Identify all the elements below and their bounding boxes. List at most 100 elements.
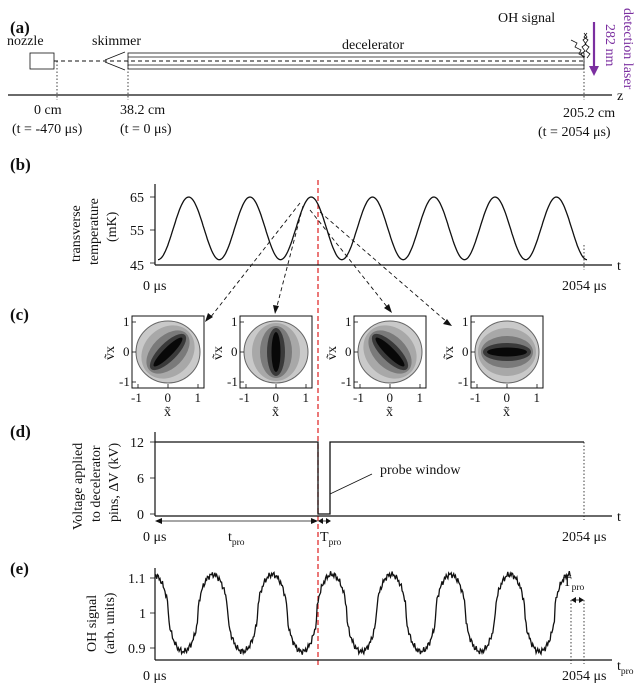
- panel-b-ylabel-line1: transverse: [69, 205, 84, 262]
- panel-d-ylabel-line1: Voltage applied: [71, 443, 86, 530]
- phase-space-xtick-label: 1: [417, 390, 424, 405]
- panel-label-d: (d): [10, 422, 31, 441]
- panel-b-ytick-label-65: 65: [130, 191, 144, 206]
- detection-laser-arrowhead: [589, 66, 599, 76]
- panel-d-ytick-label-12: 12: [130, 436, 144, 451]
- arrowhead-4: [443, 319, 452, 326]
- phase-space-ytick-label: 1: [231, 314, 238, 329]
- t-pro-arrowhead-left: [155, 518, 162, 524]
- panel-e-x-axis-label: tpro: [617, 659, 634, 677]
- panel-d-x-axis-label: t: [617, 510, 621, 525]
- phase-space-ytick-label: -1: [119, 374, 130, 389]
- panel-b-ytick-label-55: 55: [130, 224, 144, 239]
- phase-space-xtick-label: 1: [195, 390, 202, 405]
- phase-space-xlabel: x̃: [386, 405, 393, 420]
- panel-d-t-end: 2054 μs: [562, 530, 606, 545]
- arrow-to-phase-space-2: [275, 205, 304, 311]
- phase-space-xtick-label: 0: [165, 390, 172, 405]
- phase-space-ytick-label: -1: [227, 374, 238, 389]
- phase-space-xlabel: x̃: [503, 405, 510, 420]
- panel-d-ytick-label-6: 6: [137, 472, 144, 487]
- phase-space-xtick-label: 0: [387, 390, 394, 405]
- phase-space-ytick-label: -1: [458, 374, 469, 389]
- phase-space-ytick-label: -1: [341, 374, 352, 389]
- probe-window-pointer: [329, 473, 373, 495]
- phase-space-ytick-label: 0: [345, 344, 352, 359]
- pos0-time-label: (t = -470 μs): [12, 122, 83, 137]
- phase-space-ylabel: ṽx: [325, 346, 340, 360]
- arrowhead-2: [273, 305, 279, 314]
- oh-signal-squiggle-2: [583, 32, 591, 59]
- panel-e-ytick-label-1: 1: [139, 607, 146, 622]
- phase-space-plot-2: -1-1 0 0 1 1 x̃ ṽx: [211, 314, 313, 420]
- phase-space-contour-5: [153, 337, 183, 367]
- arrow-to-phase-space-1: [209, 202, 301, 319]
- phase-space-plot-4: -1-1 0 0 1 1 x̃ ṽx: [442, 314, 544, 420]
- laser-wavelength-label: 282 nm: [602, 24, 617, 67]
- phase-space-ytick-label: 0: [231, 344, 238, 359]
- phase-space-xtick-label: 0: [273, 390, 280, 405]
- phase-space-ytick-label: 0: [462, 344, 469, 359]
- detection-laser-label: detection laser: [620, 8, 635, 90]
- nozzle-box: [29, 52, 55, 70]
- panel-label-c: (c): [10, 305, 29, 324]
- panel-d-ylabel-line2: to decelerator: [89, 445, 104, 522]
- phase-space-ylabel: ṽx: [211, 346, 226, 360]
- panel-e-T-pro-label: Tpro: [563, 575, 584, 593]
- phase-space-xlabel: x̃: [272, 405, 279, 420]
- panel-b-t-end: 2054 μs: [562, 279, 606, 294]
- phase-space-ylabel: ṽx: [442, 346, 457, 360]
- phase-space-xtick-label: -1: [239, 390, 250, 405]
- phase-space-xtick-label: 1: [303, 390, 310, 405]
- phase-space-xtick-label: -1: [470, 390, 481, 405]
- phase-space-ytick-label: 1: [345, 314, 352, 329]
- panel-e-ylabel-line2: (arb. units): [103, 592, 118, 654]
- panel-d-voltage-trace: [155, 441, 584, 515]
- z-axis-label: z: [617, 89, 623, 104]
- t-pro-arrowhead-right: [311, 518, 318, 524]
- panel-b-t-start: 0 μs: [143, 279, 166, 294]
- skimmer-label: skimmer: [92, 34, 141, 49]
- panel-e-ylabel-line1: OH signal: [85, 595, 100, 652]
- phase-space-ylabel: ṽx: [103, 346, 118, 360]
- panel-b-ytick-label-45: 45: [130, 259, 144, 274]
- panel-b-ylabel-line3: (mK): [105, 211, 120, 242]
- panel-b-temperature-curve: [157, 196, 588, 261]
- phase-space-plot-3: -1-1 0 0 1 1 x̃ ṽx: [325, 314, 427, 420]
- panel-e-t-start: 0 μs: [143, 669, 166, 684]
- pos0-label: 0 cm: [34, 103, 62, 118]
- arrowhead-1: [205, 313, 213, 322]
- phase-space-xtick-label: 1: [534, 390, 541, 405]
- phase-space-contour-5: [487, 347, 527, 357]
- pos1-label: 38.2 cm: [120, 103, 165, 118]
- panel-label-a: (a): [10, 18, 30, 37]
- phase-space-contour-5: [271, 332, 281, 372]
- pos1-time-label: (t = 0 μs): [120, 122, 172, 137]
- phase-space-ytick-label: 1: [462, 314, 469, 329]
- arrow-to-phase-space-4: [319, 211, 448, 323]
- phase-space-ytick-label: 1: [123, 314, 130, 329]
- panel-label-e: (e): [10, 559, 29, 578]
- panel-e-T-pro-arrowhead-left: [571, 597, 576, 603]
- panel-d-ylabel-line3: pins, ΔV (kV): [107, 443, 122, 522]
- T-pro-arrowhead-left: [318, 518, 323, 524]
- phase-space-plot-1: -1-1 0 0 1 1 x̃ ṽx: [103, 314, 205, 420]
- decelerator-label: decelerator: [342, 38, 405, 53]
- panel-d-t-start: 0 μs: [143, 530, 166, 545]
- panel-e-t-end: 2054 μs: [562, 669, 606, 684]
- phase-space-xtick-label: 0: [504, 390, 511, 405]
- probe-window-label: probe window: [380, 463, 461, 478]
- oh-signal-squiggle-1: [580, 32, 588, 59]
- phase-space-contour-5: [375, 337, 405, 367]
- panel-e-ytick-label-0.9: 0.9: [128, 642, 146, 657]
- skimmer-cone: [104, 51, 126, 71]
- phase-space-ytick-label: 0: [123, 344, 130, 359]
- t-pro-label: tpro: [228, 530, 245, 548]
- arrow-to-phase-space-3: [309, 209, 389, 309]
- panel-e-oh-signal-curve: [154, 570, 572, 656]
- panel-e-T-pro-arrowhead-right: [579, 597, 584, 603]
- panel-d-ytick-label-0: 0: [137, 508, 144, 523]
- oh-signal-label: OH signal: [498, 11, 555, 26]
- phase-space-plots: -1-10011x̃ṽx-1-10011x̃ṽx-1-10011x̃ṽx-1-1…: [103, 314, 544, 420]
